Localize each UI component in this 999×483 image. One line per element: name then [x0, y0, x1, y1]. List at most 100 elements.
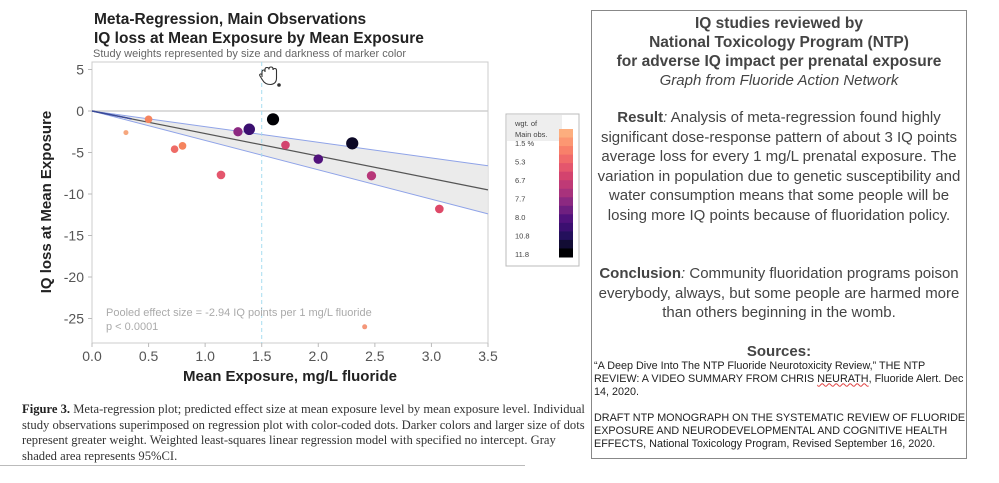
legend-label: 10.8: [515, 232, 530, 241]
colorbar-segment: [559, 154, 573, 164]
legend-label: 11.8: [515, 250, 529, 259]
source-citation-2: DRAFT NTP MONOGRAPH ON THE SYSTEMATIC RE…: [594, 411, 966, 450]
reference-lines: [92, 62, 488, 343]
x-tick-label: 2.0: [309, 348, 329, 364]
chart-title-2: IQ loss at Mean Exposure by Mean Exposur…: [94, 30, 424, 47]
chart: Meta-Regression, Main Observations IQ lo…: [38, 11, 580, 385]
legend-title-2: Main obs.: [515, 130, 548, 139]
data-point: [123, 130, 129, 136]
colorbar-segment: [559, 180, 573, 190]
divider: [0, 465, 525, 466]
figure-caption: Figure 3. Meta-regression plot; predicte…: [22, 402, 592, 464]
data-point: [216, 170, 226, 180]
data-point: [178, 142, 187, 150]
legend-label: 7.7: [515, 195, 525, 204]
result-text: Analysis of meta-regression found highly…: [597, 109, 961, 224]
legend-labels: 1.5 % 5.3 6.7 7.7 8.0 10.8 11.8: [515, 139, 535, 259]
colorbar-segment: [559, 146, 573, 156]
legend-title-1: wgt. of: [514, 119, 538, 128]
confidence-band: [91, 110, 489, 215]
summary-panel: IQ studies reviewed by National Toxicolo…: [591, 10, 967, 459]
legend-label: 1.5 %: [515, 139, 535, 148]
data-point: [313, 154, 324, 164]
data-point: [435, 204, 444, 214]
data-point: [144, 115, 153, 124]
figure-label: Figure 3.: [22, 402, 71, 416]
panel-heading-line-3: for adverse IQ impact per prenatal expos…: [616, 53, 942, 70]
result-label: Result: [617, 109, 664, 126]
legend: wgt. of Main obs. 1.5 %5.36.77.78.010.81…: [505, 113, 580, 267]
panel-heading-line-2: National Toxicology Program (NTP): [649, 34, 909, 51]
x-axis-label: Mean Exposure, mg/L fluoride: [183, 368, 397, 385]
legend-label: 8.0: [515, 213, 525, 222]
source-citation-1: “A Deep Dive Into The NTP Fluoride Neuro…: [592, 360, 966, 399]
data-point: [243, 123, 256, 136]
figure-caption-text: Meta-regression plot; predicted effect s…: [22, 402, 585, 463]
hand-grab-cursor-icon: [259, 66, 281, 87]
x-tick-label: 2.5: [365, 348, 385, 364]
colorbar-segment: [559, 214, 573, 224]
y-tick-label: -15: [64, 228, 84, 244]
colorbar-segment: [559, 129, 573, 139]
y-tick-label: -20: [64, 269, 84, 285]
p-value-annotation: p < 0.0001: [106, 321, 158, 333]
source-1-author: NEURATH: [817, 372, 869, 385]
panel-heading: IQ studies reviewed by National Toxicolo…: [592, 14, 966, 71]
colorbar-segment: [559, 231, 573, 241]
y-axis-label: IQ loss at Mean Exposure: [38, 111, 55, 294]
conclusion-text: Community fluoridation programs poison e…: [598, 265, 960, 321]
x-axis-ticks: 0.0 0.5 1.0 1.5 2.0 2.5 3.0 3.5: [82, 343, 498, 364]
chart-subtitle: Study weights represented by size and da…: [93, 48, 406, 60]
conclusion-paragraph: Conclusion: Community fluoridation progr…: [592, 264, 966, 323]
ci-upper-edge: [91, 110, 489, 167]
legend-label: 6.7: [515, 176, 525, 185]
colorbar-segment: [559, 205, 573, 215]
x-tick-label: 0.5: [139, 348, 159, 364]
legend-label: 5.3: [515, 158, 525, 167]
legend-colorbar: [559, 129, 573, 258]
colorbar-segment: [559, 188, 573, 198]
result-colon: :: [663, 109, 668, 126]
data-point: [366, 171, 377, 181]
y-tick-label: 5: [76, 62, 84, 78]
y-tick-label: -10: [64, 186, 84, 202]
colorbar-segment: [559, 248, 573, 258]
x-tick-label: 3.5: [478, 348, 498, 364]
ci-lower-edge: [91, 110, 489, 215]
fit-line-start: [91, 110, 132, 120]
data-points: [123, 113, 444, 330]
panel-heading-line-1: IQ studies reviewed by: [695, 15, 863, 32]
colorbar-segment: [559, 239, 573, 249]
data-point: [170, 145, 179, 154]
y-axis-ticks: 5 0 -5 -10 -15 -20 -25: [64, 62, 92, 327]
x-tick-label: 1.0: [195, 348, 215, 364]
data-point: [362, 324, 368, 330]
conclusion-colon: :: [681, 265, 686, 282]
source-1-text: “A Deep Dive Into The NTP Fluoride Neuro…: [594, 359, 926, 385]
x-tick-label: 1.5: [252, 348, 272, 364]
data-point: [266, 113, 280, 126]
data-point: [233, 127, 243, 137]
panel-subheading: Graph from Fluoride Action Network: [659, 72, 899, 89]
x-tick-label: 3.0: [422, 348, 442, 364]
legend-title-bg: [507, 115, 562, 141]
fit-line: [91, 110, 489, 191]
chart-title: Meta-Regression, Main Observations: [94, 11, 366, 28]
y-tick-label: -25: [64, 311, 84, 327]
colorbar-segment: [559, 137, 573, 147]
colorbar-segment: [559, 197, 573, 207]
source-1-tail: , Fluoride Alert. Dec 14, 2020.: [594, 372, 964, 398]
conclusion-label: Conclusion: [599, 265, 682, 282]
plot-area: [91, 61, 489, 344]
colorbar-segment: [559, 222, 573, 232]
pooled-effect-annotation: Pooled effect size = -2.94 IQ points per…: [106, 307, 372, 319]
colorbar-segment: [559, 163, 573, 173]
x-tick-label: 0.0: [82, 348, 102, 364]
y-tick-label: -5: [72, 145, 85, 161]
result-paragraph: Result: Analysis of meta-regression foun…: [592, 108, 966, 225]
regression-line: [91, 110, 489, 191]
sources-heading: Sources:: [746, 342, 812, 360]
colorbar-segment: [559, 171, 573, 181]
y-tick-label: 0: [76, 103, 84, 119]
data-point: [281, 140, 290, 150]
